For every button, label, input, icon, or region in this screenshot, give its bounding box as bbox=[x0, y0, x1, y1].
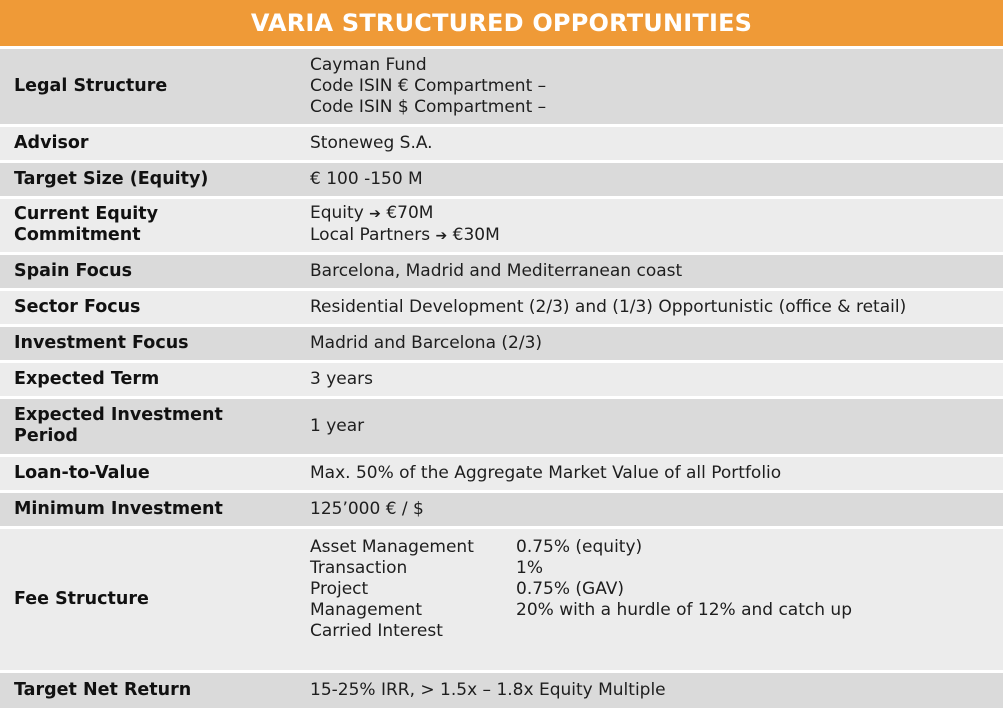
fee-name: Asset Management bbox=[310, 536, 474, 557]
value-line: Code ISIN € Compartment – bbox=[310, 75, 547, 96]
row-investment-focus: Investment Focus Madrid and Barcelona (2… bbox=[0, 325, 1003, 363]
fee-name: Carried Interest bbox=[310, 620, 443, 641]
row-label: Expected Investment Period bbox=[0, 397, 296, 457]
fee-name: Transaction bbox=[310, 557, 408, 578]
fee-value: 0.75% (equity) bbox=[516, 536, 643, 557]
row-label: Target Net Return bbox=[0, 671, 296, 711]
row-spain-focus: Spain Focus Barcelona, Madrid and Medite… bbox=[0, 253, 1003, 291]
fee-value: 0.75% (GAV) bbox=[516, 578, 625, 599]
row-label: Spain Focus bbox=[0, 253, 296, 291]
label-line: Commitment bbox=[14, 225, 141, 245]
label-line: Expected Investment bbox=[14, 405, 223, 425]
row-fee-structure: Fee Structure Asset Management 0.75% (equ… bbox=[0, 527, 1003, 673]
row-sector-focus: Sector Focus Residential Development (2/… bbox=[0, 289, 1003, 327]
terms-table: Legal Structure Cayman Fund Code ISIN € … bbox=[0, 49, 1003, 711]
row-label: Loan-to-Value bbox=[0, 455, 296, 493]
row-target-size: Target Size (Equity) € 100 -150 M bbox=[0, 161, 1003, 199]
row-value: 125’000 € / $ bbox=[296, 491, 1003, 529]
commitment-amount: €30M bbox=[452, 225, 500, 245]
row-value: 1 year bbox=[296, 397, 1003, 457]
label-line: Current Equity bbox=[14, 204, 159, 224]
row-value: Max. 50% of the Aggregate Market Value o… bbox=[296, 455, 1003, 493]
row-legal-structure: Legal Structure Cayman Fund Code ISIN € … bbox=[0, 49, 1003, 127]
row-value: 15-25% IRR, > 1.5x – 1.8x Equity Multipl… bbox=[296, 671, 1003, 711]
row-minimum-investment: Minimum Investment 125’000 € / $ bbox=[0, 491, 1003, 529]
row-value: Barcelona, Madrid and Mediterranean coas… bbox=[296, 253, 1003, 291]
row-label: Minimum Investment bbox=[0, 491, 296, 529]
row-value: Equity ➔ €70M Local Partners ➔ €30M bbox=[296, 197, 1003, 255]
value-line: Local Partners ➔ €30M bbox=[310, 225, 1003, 247]
commitment-name: Local Partners bbox=[310, 225, 431, 245]
row-expected-investment-period: Expected Investment Period 1 year bbox=[0, 397, 1003, 457]
row-value: Cayman Fund Code ISIN € Compartment – Co… bbox=[296, 49, 1003, 127]
row-value: Asset Management 0.75% (equity) Transacti… bbox=[296, 527, 1003, 673]
fee-name: Project bbox=[310, 578, 369, 599]
row-value: 3 years bbox=[296, 361, 1003, 399]
value-line: Code ISIN $ Compartment – bbox=[310, 96, 547, 117]
row-label: Target Size (Equity) bbox=[0, 161, 296, 199]
row-label: Sector Focus bbox=[0, 289, 296, 327]
fee-value: 20% with a hurdle of 12% and catch up bbox=[516, 599, 852, 620]
row-label: Investment Focus bbox=[0, 325, 296, 363]
page-title: VARIA STRUCTURED OPPORTUNITIES bbox=[0, 0, 1003, 49]
row-loan-to-value: Loan-to-Value Max. 50% of the Aggregate … bbox=[0, 455, 1003, 493]
value-line: Cayman Fund bbox=[310, 54, 427, 75]
right-arrow-icon: ➔ bbox=[369, 206, 381, 222]
row-target-net-return: Target Net Return 15-25% IRR, > 1.5x – 1… bbox=[0, 671, 1003, 711]
row-current-equity: Current Equity Commitment Equity ➔ €70M … bbox=[0, 197, 1003, 255]
row-value: Stoneweg S.A. bbox=[296, 125, 1003, 163]
row-label: Expected Term bbox=[0, 361, 296, 399]
commitment-name: Equity bbox=[310, 203, 364, 223]
fee-line: Asset Management 0.75% (equity) bbox=[310, 537, 1003, 558]
row-label: Current Equity Commitment bbox=[0, 197, 296, 255]
row-value: Madrid and Barcelona (2/3) bbox=[296, 325, 1003, 363]
row-expected-term: Expected Term 3 years bbox=[0, 361, 1003, 399]
fee-line: Transaction 1% bbox=[310, 558, 1003, 579]
fee-line: Project 0.75% (GAV) bbox=[310, 579, 1003, 600]
row-advisor: Advisor Stoneweg S.A. bbox=[0, 125, 1003, 163]
row-value: € 100 -150 M bbox=[296, 161, 1003, 199]
row-label: Fee Structure bbox=[0, 527, 296, 673]
fee-line: Management 20% with a hurdle of 12% and c… bbox=[310, 600, 1003, 621]
commitment-amount: €70M bbox=[386, 203, 434, 223]
value-line: Equity ➔ €70M bbox=[310, 203, 1003, 225]
row-label: Advisor bbox=[0, 125, 296, 163]
row-label: Legal Structure bbox=[0, 49, 296, 127]
label-line: Period bbox=[14, 426, 78, 446]
fee-name: Management bbox=[310, 599, 422, 620]
fee-value: 1% bbox=[516, 557, 543, 578]
row-value: Residential Development (2/3) and (1/3) … bbox=[296, 289, 1003, 327]
fee-line: Carried Interest bbox=[310, 621, 1003, 642]
right-arrow-icon: ➔ bbox=[435, 228, 448, 244]
